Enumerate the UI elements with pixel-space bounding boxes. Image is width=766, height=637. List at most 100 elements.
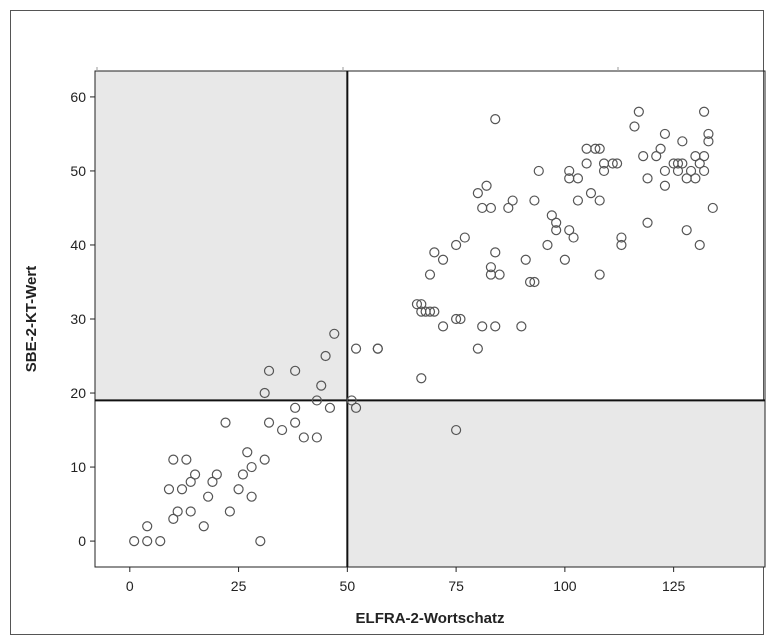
data-point [237,469,249,480]
data-point [516,321,527,332]
data-point [572,195,584,206]
data-point [551,217,562,228]
shade-bottom-right [347,400,765,567]
data-point [263,417,275,428]
y-axis: 0 10 20 30 40 50 60 [70,89,95,549]
data-point [533,165,544,177]
y-axis-title: SBE-2-KT-Wert [23,266,40,372]
data-point [490,247,501,258]
data-point [472,343,483,354]
data-point [520,254,531,265]
data-point [142,521,153,532]
data-point [485,262,497,273]
data-point [416,299,427,310]
x-tick-label: 100 [553,578,577,594]
data-point [172,506,183,517]
data-point [259,454,270,465]
data-point [424,306,436,317]
data-point [129,535,140,547]
data-point [707,202,718,214]
data-point [594,269,605,280]
data-point [594,195,605,206]
data-point [672,158,684,169]
data-point [703,136,714,147]
data-point [263,365,275,376]
data-point [659,165,671,177]
data-point [485,202,497,214]
data-point [611,158,623,169]
data-point [411,299,423,310]
y-tick-label: 0 [78,533,86,549]
data-point [690,173,701,184]
data-point [477,202,488,214]
data-point [651,151,662,162]
data-point [681,225,692,236]
data-point [685,165,697,177]
data-point [529,276,540,288]
data-point [459,232,470,243]
y-tick-label: 40 [70,237,86,253]
data-point [298,432,309,443]
data-point [451,313,462,325]
data-point [276,424,288,436]
data-point [198,521,209,532]
data-point [542,239,553,251]
data-point [320,350,331,362]
data-point [642,217,653,228]
x-tick-label: 50 [340,578,356,594]
data-point [672,165,684,177]
data-point [607,158,618,169]
data-point [311,395,322,406]
y-tick-label: 20 [70,385,86,401]
data-point [142,535,153,547]
data-point [207,476,218,487]
y-tick-label: 50 [70,163,86,179]
data-point [324,402,336,413]
data-point [659,180,671,191]
y-tick-label: 30 [70,311,86,327]
data-point [629,121,640,132]
data-point [481,180,492,191]
data-point [233,484,244,495]
data-point [490,321,501,332]
top-edge-ticks [96,67,619,71]
data-point [694,158,705,169]
data-point [451,239,462,251]
data-point [168,454,179,465]
data-point [163,484,175,495]
data-point [572,173,584,184]
data-point [677,136,688,147]
x-axis-title: ELFRA-2-Wortschatz [356,610,505,627]
data-point [246,491,257,502]
data-point [546,210,557,221]
data-point [694,239,705,251]
data-point [451,424,462,436]
x-tick-label: 25 [231,578,247,594]
data-point [211,469,222,480]
data-point [224,506,235,517]
data-point [677,158,688,169]
data-point [350,343,362,354]
data-point [472,188,483,199]
data-point [350,402,362,413]
data-point [429,247,440,258]
data-point [590,143,601,154]
shade-top-left [95,71,348,401]
data-point [203,491,214,502]
data-point [290,365,301,376]
data-point [316,380,327,391]
data-point [655,143,666,154]
data-point [581,143,592,154]
data-point [455,313,466,325]
data-point [638,151,649,162]
data-point [220,417,231,428]
data-point [185,506,196,517]
y-tick-label: 10 [70,459,86,475]
data-point [642,173,653,184]
data-point [490,114,501,125]
data-point [581,158,592,169]
data-point [181,454,192,465]
data-point [703,128,714,140]
data-point [564,165,575,177]
data-point [255,535,266,547]
